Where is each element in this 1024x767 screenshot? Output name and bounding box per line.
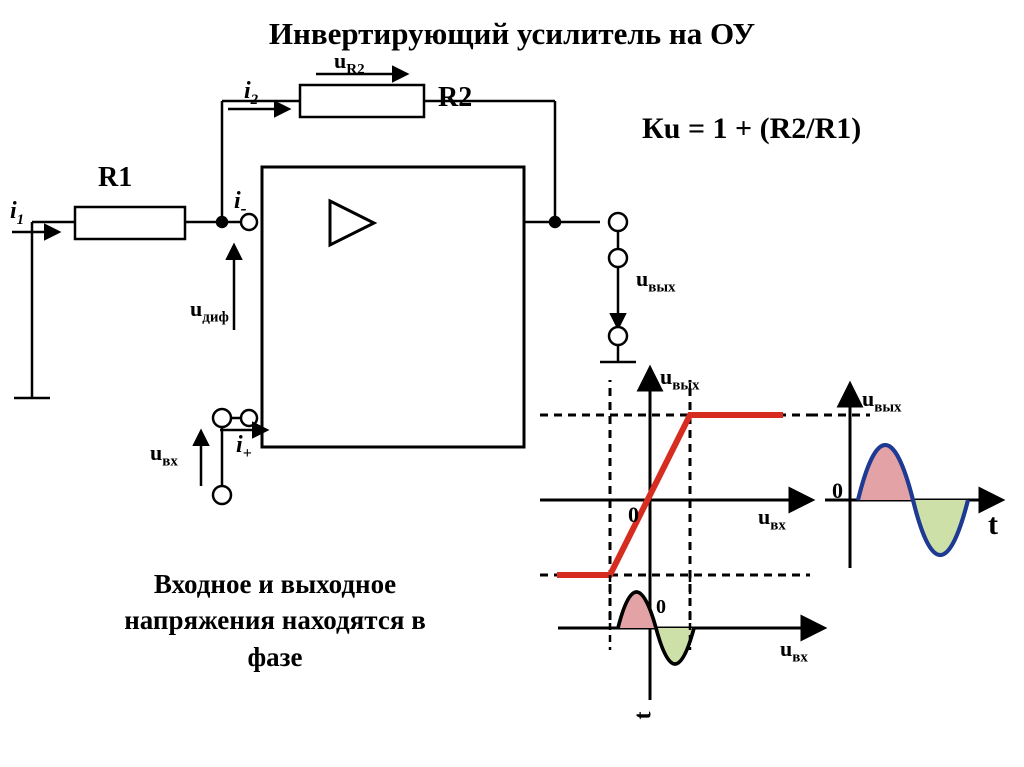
label-uvh-prefix: u: [150, 440, 162, 465]
label-ur2-sub: R2: [346, 61, 364, 77]
output-time-plot: [810, 386, 1000, 568]
label-in-uvh: uвх: [780, 636, 808, 666]
label-i1-prefix: i: [10, 198, 17, 224]
label-in-zero: 0: [656, 596, 666, 619]
label-ur2-prefix: u: [334, 48, 346, 73]
transfer-plot: [540, 370, 810, 620]
label-i2-sub: 2: [251, 92, 259, 108]
label-i2-prefix: i: [244, 78, 251, 104]
label-udif: uдиф: [190, 296, 229, 326]
label-uvyh-axis: uвых: [660, 364, 700, 394]
label-out-uvyh: uвых: [862, 386, 902, 416]
label-uvh-sub: вх: [162, 453, 178, 469]
label-iplus-prefix: i: [236, 432, 243, 458]
caption-line-3: фазе: [60, 639, 490, 675]
label-udif-sub: диф: [202, 309, 229, 325]
label-uvh: uвх: [150, 440, 178, 470]
caption: Входное и выходное напряжения находятся …: [60, 566, 490, 675]
label-iplus: i+: [236, 432, 252, 463]
label-uvh-axis: uвх: [758, 504, 786, 534]
label-ur2: uR2: [334, 48, 365, 78]
label-i2: i2: [244, 78, 258, 109]
label-in-t: t: [631, 712, 658, 720]
page-title: Инвертирующий усилитель на ОУ: [0, 16, 1024, 52]
label-iplus-sub: +: [243, 445, 252, 462]
label-uvyh-sub: вых: [648, 279, 675, 295]
label-r1: R1: [98, 162, 132, 194]
label-out-t: t: [988, 508, 998, 542]
label-uvyh-circuit: uвых: [636, 266, 676, 296]
label-i1: i1: [10, 198, 24, 229]
circuit-diagram: [12, 74, 636, 504]
formula: Кu = 1 + (R2/R1): [642, 112, 861, 146]
label-iminus-prefix: i: [234, 188, 241, 214]
input-time-plot: [558, 560, 822, 700]
label-udif-prefix: u: [190, 296, 202, 321]
label-i1-sub: 1: [17, 212, 25, 228]
label-out-zero: 0: [832, 478, 843, 504]
label-iminus: i-: [234, 188, 247, 219]
label-transfer-zero: 0: [628, 502, 639, 528]
caption-line-2: напряжения находятся в: [60, 602, 490, 638]
label-uvyh-prefix: u: [636, 266, 648, 291]
label-iminus-sub: -: [241, 198, 247, 218]
caption-line-1: Входное и выходное: [60, 566, 490, 602]
label-r2: R2: [438, 82, 472, 114]
